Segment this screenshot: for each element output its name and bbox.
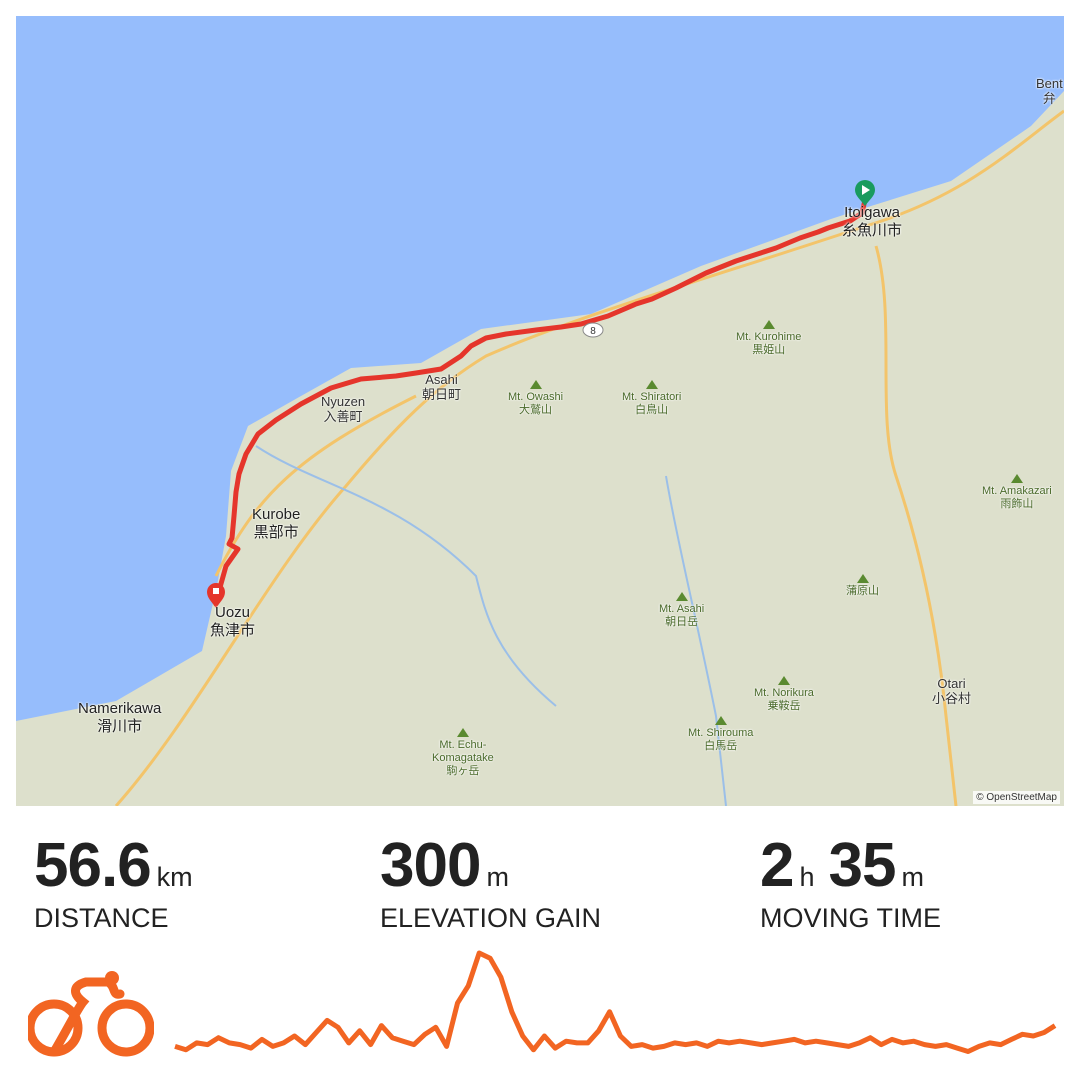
map-label-mountain: Mt. Kurohime 黒姫山 xyxy=(736,320,801,357)
map-label-mountain: Mt. Owashi 大鷲山 xyxy=(508,380,563,417)
elevation-profile-line xyxy=(174,950,1057,1054)
mountain-icon xyxy=(1010,474,1023,483)
minutes-value: 35 xyxy=(828,831,897,900)
map-label-city: Kurobe 黒部市 xyxy=(252,506,301,541)
start-marker[interactable] xyxy=(855,180,875,206)
hours-value: 2 xyxy=(760,831,794,900)
map-label-mountain: Mt. Shirouma 白馬岳 xyxy=(688,716,753,753)
stat-elevation: 300 m ELEVATION GAIN xyxy=(380,830,601,934)
elevation-unit: m xyxy=(486,862,509,892)
stat-distance: 56.6 km DISTANCE xyxy=(34,830,207,934)
distance-unit: km xyxy=(156,862,193,892)
minutes-unit: m xyxy=(901,862,924,892)
map-label-mountain: Mt. Echu- Komagatake 駒ヶ岳 xyxy=(432,728,494,778)
mountain-icon xyxy=(456,728,469,737)
mountain-icon xyxy=(675,592,688,601)
map-label-mountain: Mt. Norikura 乗鞍岳 xyxy=(754,676,814,713)
sea xyxy=(16,16,1064,721)
stat-moving-time: 2 h 35 m MOVING TIME xyxy=(760,830,941,934)
finish-flag-icon xyxy=(213,588,219,594)
route-line xyxy=(213,197,868,607)
map-label-city: Uozu 魚津市 xyxy=(210,604,256,639)
mountain-icon xyxy=(856,574,869,583)
map-label-town: Asahi 朝日町 xyxy=(422,372,462,402)
map-label-city: Itoigawa 糸魚川市 xyxy=(842,204,903,239)
mountain-icon xyxy=(714,716,727,725)
distance-label: DISTANCE xyxy=(34,903,169,933)
elevation-profile xyxy=(174,950,1057,1054)
map-label-city: Namerikawa 滑川市 xyxy=(78,700,162,735)
svg-text:8: 8 xyxy=(590,326,596,337)
play-icon xyxy=(862,185,870,195)
map-label-town: Bent 弁 xyxy=(1036,76,1063,106)
elevation-label: ELEVATION GAIN xyxy=(380,903,602,933)
end-marker[interactable] xyxy=(207,583,225,608)
distance-value: 56.6 xyxy=(34,831,152,900)
hours-unit: h xyxy=(799,862,815,892)
map-attribution[interactable]: © OpenStreetMap xyxy=(973,791,1060,804)
map-label-town: Nyuzen 入善町 xyxy=(321,394,366,424)
cycling-icon xyxy=(28,971,154,1057)
elevation-value: 300 xyxy=(380,831,481,900)
map-label-mountain: Mt. Asahi 朝日岳 xyxy=(659,592,704,629)
map-canvas: 8 xyxy=(16,16,1064,806)
moving-time-label: MOVING TIME xyxy=(760,903,942,933)
map-label-mountain: Mt. Amakazari 雨飾山 xyxy=(982,474,1052,511)
mountain-icon xyxy=(777,676,790,685)
mountain-icon xyxy=(645,380,658,389)
map-label-town: Otari 小谷村 xyxy=(932,676,972,706)
route-8-shield: 8 xyxy=(582,322,604,338)
map-label-mountain: 蒲原山 xyxy=(846,574,879,598)
route-map[interactable]: 8 Bent 弁 Itoigawa 糸魚川市 Mt. Kurohime 黒姫山 Mt. Ow… xyxy=(16,16,1064,806)
mountain-icon xyxy=(529,380,542,389)
map-label-mountain: Mt. Shiratori 白鳥山 xyxy=(622,380,681,417)
mountain-icon xyxy=(762,320,775,329)
rivers xyxy=(255,445,727,806)
